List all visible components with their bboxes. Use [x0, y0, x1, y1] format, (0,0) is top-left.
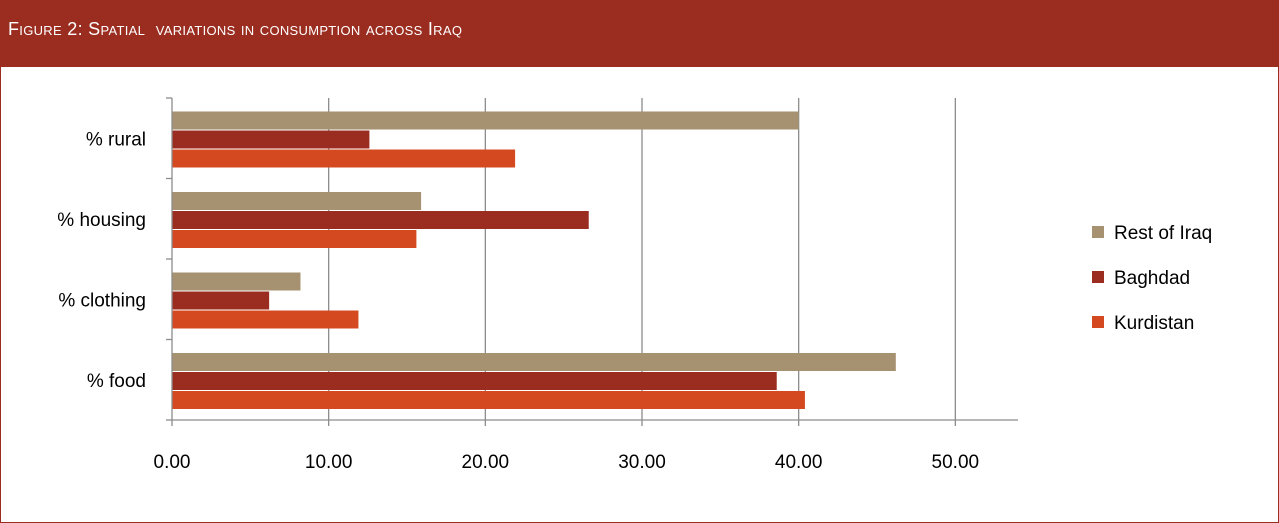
axes — [166, 97, 1018, 426]
bar-kurdistan-rural — [172, 149, 516, 168]
category-labels: % food % clothing % housing % rural — [57, 129, 146, 392]
bar-baghdad-clothing — [172, 291, 270, 310]
legend-label-kurdistan: Kurdistan — [1114, 313, 1194, 334]
bar-rest-of-iraq-food — [172, 353, 896, 371]
legend: Rest of Iraq Baghdad Kurdistan — [1092, 223, 1212, 334]
x-tick-label-4: 40.00 — [775, 452, 823, 473]
x-tick-label-1: 10.00 — [305, 452, 353, 473]
category-label-housing: % housing — [57, 210, 146, 231]
legend-swatch-rest-of-iraq — [1092, 226, 1104, 238]
bar-baghdad-housing — [172, 211, 589, 229]
legend-swatch-baghdad — [1092, 271, 1104, 283]
legend-label-rest-of-iraq: Rest of Iraq — [1114, 223, 1212, 244]
bar-kurdistan-food — [172, 391, 805, 409]
bars — [172, 111, 896, 409]
bar-kurdistan-housing — [172, 230, 417, 248]
category-label-food: % food — [87, 371, 146, 392]
x-tick-label-2: 20.00 — [462, 452, 510, 473]
x-tick-label-0: 0.00 — [154, 452, 191, 473]
figure-title: Figure 2: Spatial variations in consumpt… — [8, 19, 463, 39]
bar-baghdad-food — [172, 372, 777, 390]
grid-lines — [328, 98, 956, 420]
x-tick-labels: 0.00 10.00 20.00 30.00 40.00 50.00 — [154, 452, 980, 473]
legend-label-baghdad: Baghdad — [1114, 268, 1190, 289]
category-label-rural: % rural — [86, 129, 146, 150]
x-tick-label-3: 30.00 — [618, 452, 666, 473]
category-label-clothing: % clothing — [58, 290, 146, 311]
bar-rest-of-iraq-clothing — [172, 272, 301, 291]
bar-rest-of-iraq-rural — [172, 111, 799, 130]
x-tick-label-5: 50.00 — [932, 452, 980, 473]
legend-swatch-kurdistan — [1092, 316, 1104, 328]
bar-kurdistan-clothing — [172, 310, 359, 329]
figure-header: Figure 2: Spatial variations in consumpt… — [0, 0, 1279, 67]
bar-rest-of-iraq-housing — [172, 192, 422, 210]
bar-baghdad-rural — [172, 130, 370, 149]
